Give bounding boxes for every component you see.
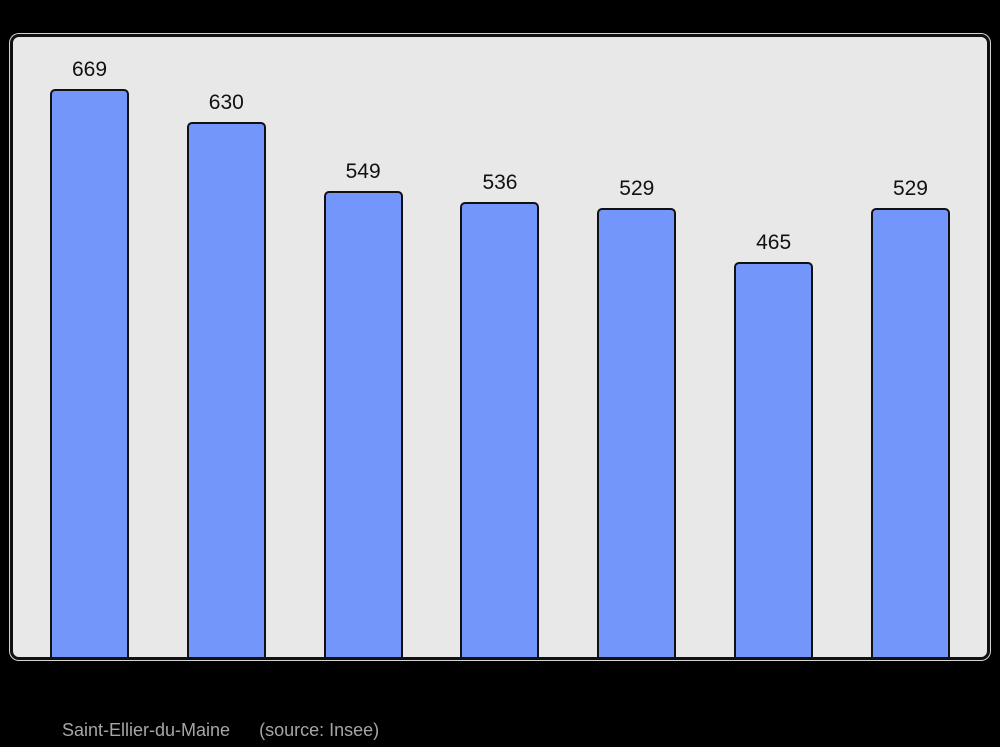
bar: [870, 208, 950, 657]
bar-value-label: 549: [345, 160, 381, 183]
bar-group: 529: [597, 177, 677, 657]
bar-group: 529: [870, 177, 950, 657]
bar-value-label: 630: [208, 91, 244, 114]
chart-caption: Saint-Ellier-du-Maine (source: Insee): [62, 719, 379, 741]
bar: [460, 202, 540, 657]
plot-area: 669 630 549 536 529 465 529: [13, 37, 987, 657]
bar-group: 669: [50, 58, 129, 657]
source-label: (source: Insee): [259, 720, 380, 740]
bar-value-label: 465: [756, 231, 792, 254]
bar-value-label: 669: [71, 58, 108, 81]
bar: [186, 122, 266, 657]
bar-group: 630: [186, 91, 266, 657]
bar: [50, 89, 129, 657]
bar: [597, 208, 677, 657]
bar-value-label: 536: [482, 171, 518, 194]
bar: [734, 262, 814, 657]
commune-name-label: Saint-Ellier-du-Maine: [62, 720, 231, 740]
bar: [323, 191, 403, 657]
bar-group: 536: [460, 171, 540, 657]
population-bar-chart: 669 630 549 536 529 465 529: [10, 34, 990, 660]
bar-group: 549: [323, 160, 403, 657]
bar-group: 465: [734, 231, 814, 657]
bar-value-label: 529: [892, 177, 928, 200]
bar-value-label: 529: [619, 177, 655, 200]
